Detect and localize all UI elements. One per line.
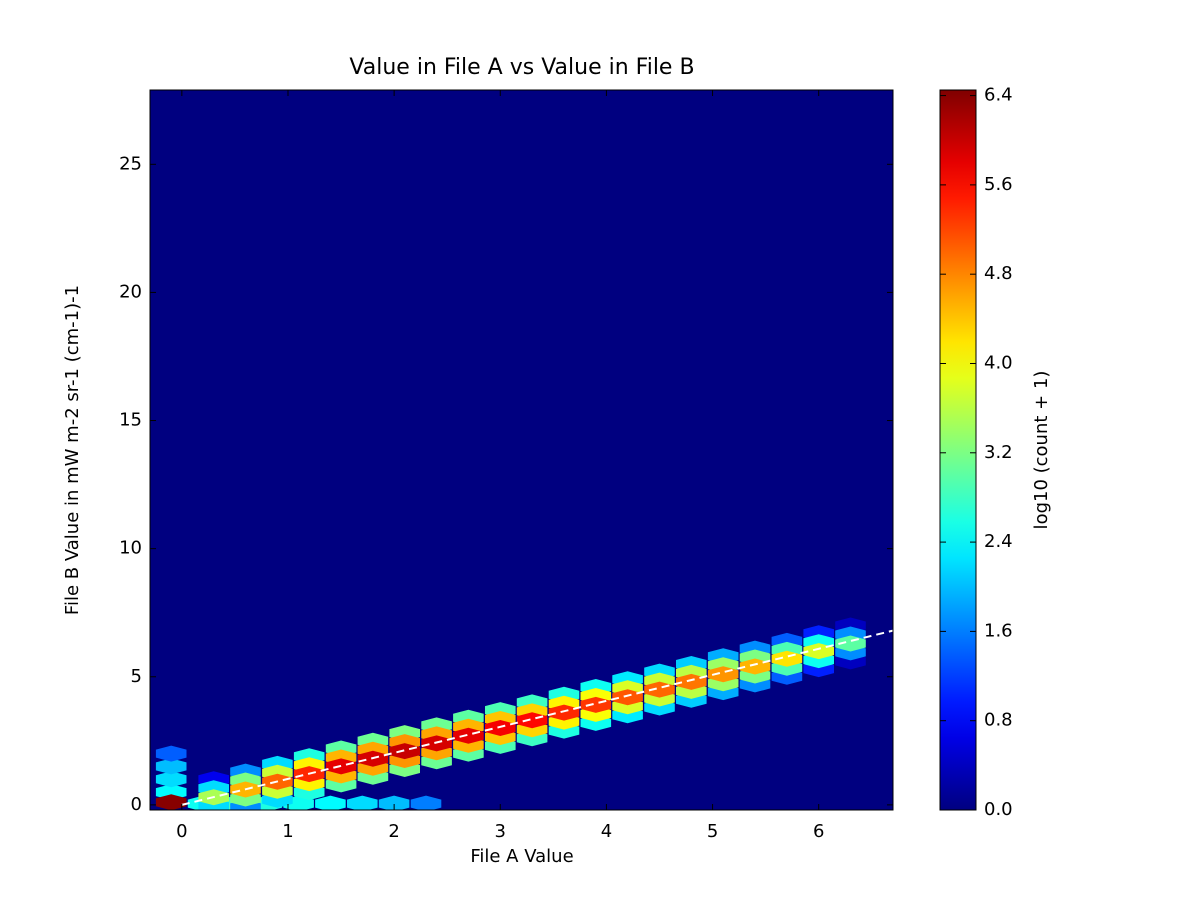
y-axis-label: File B Value in mW m-2 sr-1 (cm-1)-1: [62, 285, 83, 615]
hex-cell: [410, 795, 442, 810]
hex-cell: [155, 758, 187, 775]
hexbin-cells: [155, 617, 893, 810]
colorbar-tick-label: 0.8: [984, 710, 1013, 731]
hex-cell: [453, 727, 484, 744]
hex-cell: [485, 720, 516, 736]
y-tick-label: 20: [119, 281, 142, 302]
chart-title: Value in File A vs Value in File B: [349, 55, 694, 80]
hex-cell: [548, 704, 580, 721]
colorbar-tick-label: 1.6: [984, 620, 1013, 641]
x-tick-label: 3: [495, 821, 506, 842]
y-tick-label: 5: [131, 666, 142, 687]
x-tick-label: 2: [388, 821, 399, 842]
colorbar-tick-label: 3.2: [984, 442, 1013, 463]
hex-cell: [676, 673, 707, 690]
colorbar: [939, 89, 977, 811]
plot-background: [150, 90, 893, 810]
x-axis-label: File A Value: [470, 846, 573, 867]
colorbar-label: log10 (count + 1): [1031, 371, 1052, 530]
fit-line: [181, 629, 893, 806]
colorbar-tick-label: 6.4: [984, 85, 1013, 106]
hex-cell: [389, 743, 420, 760]
colorbar-tick-label: 4.8: [984, 263, 1013, 284]
y-tick-label: 25: [119, 153, 142, 174]
x-tick-label: 4: [601, 821, 612, 842]
hex-cell: [612, 689, 643, 706]
colorbar-tick-label: 4.0: [984, 352, 1013, 373]
y-tick-label: 15: [119, 410, 142, 431]
hex-cell: [155, 784, 187, 801]
x-tick-label: 0: [176, 821, 187, 842]
hex-cell: [315, 795, 346, 810]
plot-frame: [149, 89, 894, 811]
colorbar-tick-label: 2.4: [984, 531, 1013, 552]
hex-cell: [155, 771, 187, 788]
x-tick-label: 1: [282, 821, 293, 842]
y-tick-label: 10: [119, 538, 142, 559]
hex-cell: [378, 795, 410, 810]
x-tick-label: 5: [707, 821, 718, 842]
hex-cell: [155, 745, 187, 762]
hex-cell: [347, 795, 378, 810]
y-tick-label: 0: [131, 794, 142, 815]
colorbar-tick-label: 0.0: [984, 799, 1013, 820]
colorbar-tick-label: 5.6: [984, 174, 1013, 195]
x-tick-label: 6: [813, 821, 824, 842]
hex-cell: [155, 794, 187, 810]
